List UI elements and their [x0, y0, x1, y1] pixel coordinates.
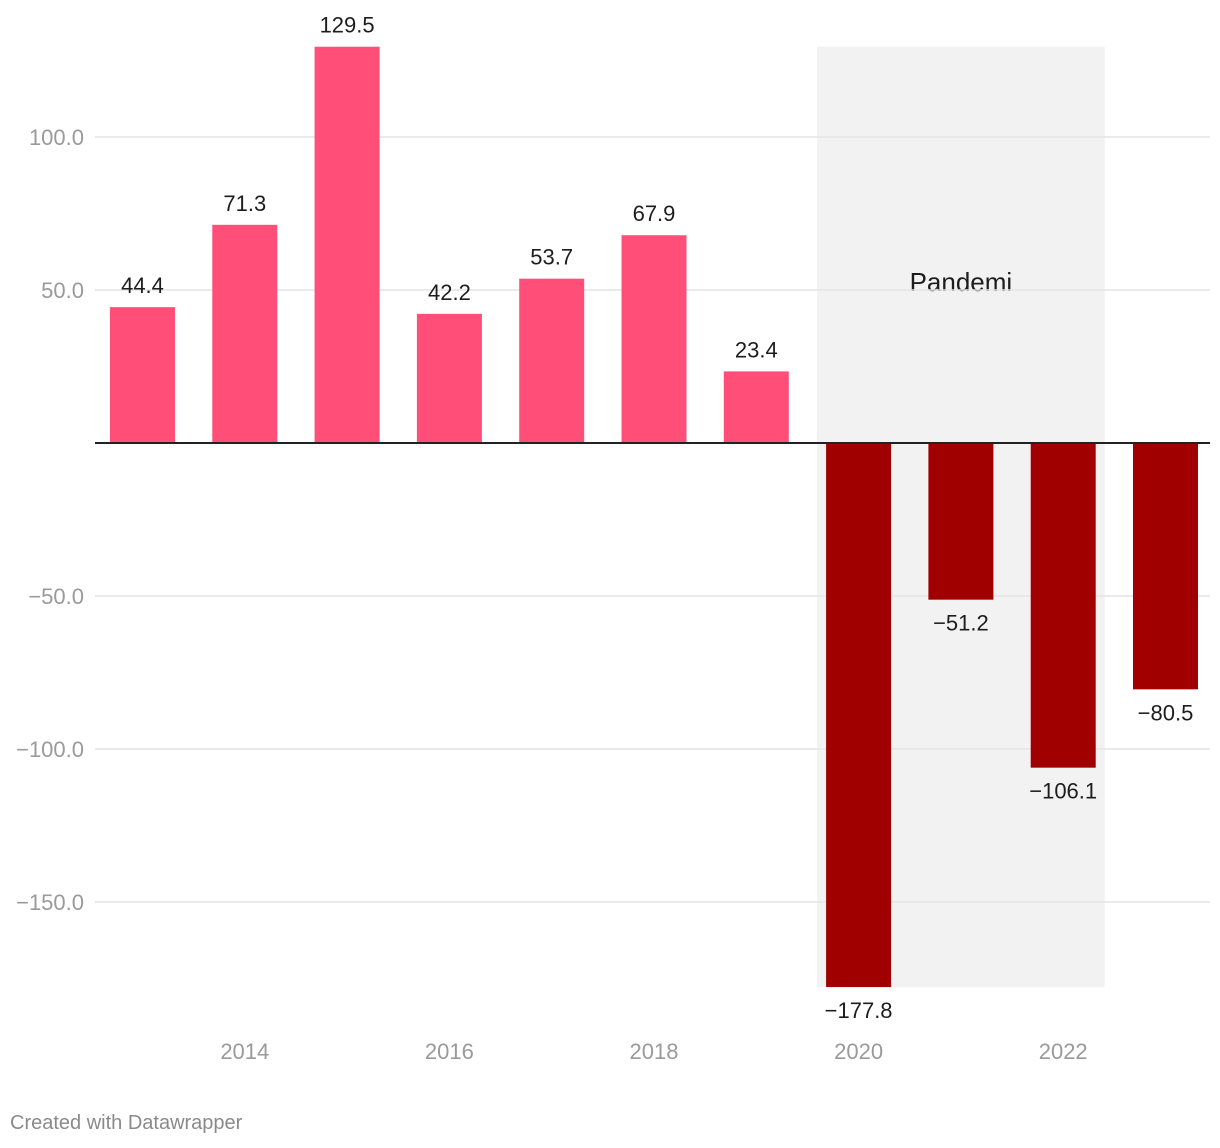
x-tick-label: 2014: [220, 1039, 269, 1064]
bar: [621, 235, 687, 443]
bar-value-label: 71.3: [223, 191, 266, 216]
value-labels: 44.4 71.3 129.5 42.2 53.7 67.9 23.4 −177.8 −51.2…: [121, 13, 1193, 1023]
y-tick-label: −100.0: [16, 737, 84, 762]
bar: [1133, 443, 1198, 690]
pandemic-annotation-label: Pandemi: [910, 267, 1013, 297]
bar-value-label: −51.2: [933, 611, 989, 636]
x-tick-label: 2020: [834, 1039, 883, 1064]
bar-value-label: 67.9: [633, 201, 676, 226]
bar-value-label: 23.4: [735, 337, 778, 362]
bar: [110, 307, 175, 443]
bar-value-label: 53.7: [530, 245, 573, 270]
bar: [314, 46, 380, 443]
x-tick-label: 2016: [425, 1039, 474, 1064]
bar-value-label: 44.4: [121, 273, 164, 298]
y-tick-label: 50.0: [41, 278, 84, 303]
bar: [416, 313, 482, 443]
y-tick-label: −50.0: [28, 584, 84, 609]
y-tick-label: −150.0: [16, 890, 84, 915]
bar: [212, 224, 278, 443]
x-tick-label: 2018: [630, 1039, 679, 1064]
bar: [519, 278, 585, 443]
bars: [110, 46, 1198, 988]
y-axis-tick-labels: 100.0 50.0 −50.0 −100.0 −150.0: [16, 125, 84, 915]
bar: [723, 371, 789, 443]
bar-value-label: −177.8: [825, 998, 893, 1023]
datawrapper-credit: Created with Datawrapper: [10, 1112, 243, 1134]
bar-value-label: 42.2: [428, 280, 471, 305]
bar-value-label: 129.5: [320, 13, 375, 38]
y-tick-label: 100.0: [29, 125, 84, 150]
bar-value-label: −80.5: [1138, 700, 1194, 725]
x-tick-label: 2022: [1039, 1039, 1088, 1064]
bar: [928, 443, 994, 600]
x-axis-tick-labels: 2014 2016 2018 2020 2022: [220, 1039, 1087, 1064]
bar-value-label: −106.1: [1029, 779, 1097, 804]
bar: [826, 443, 892, 988]
bar: [1030, 443, 1096, 768]
